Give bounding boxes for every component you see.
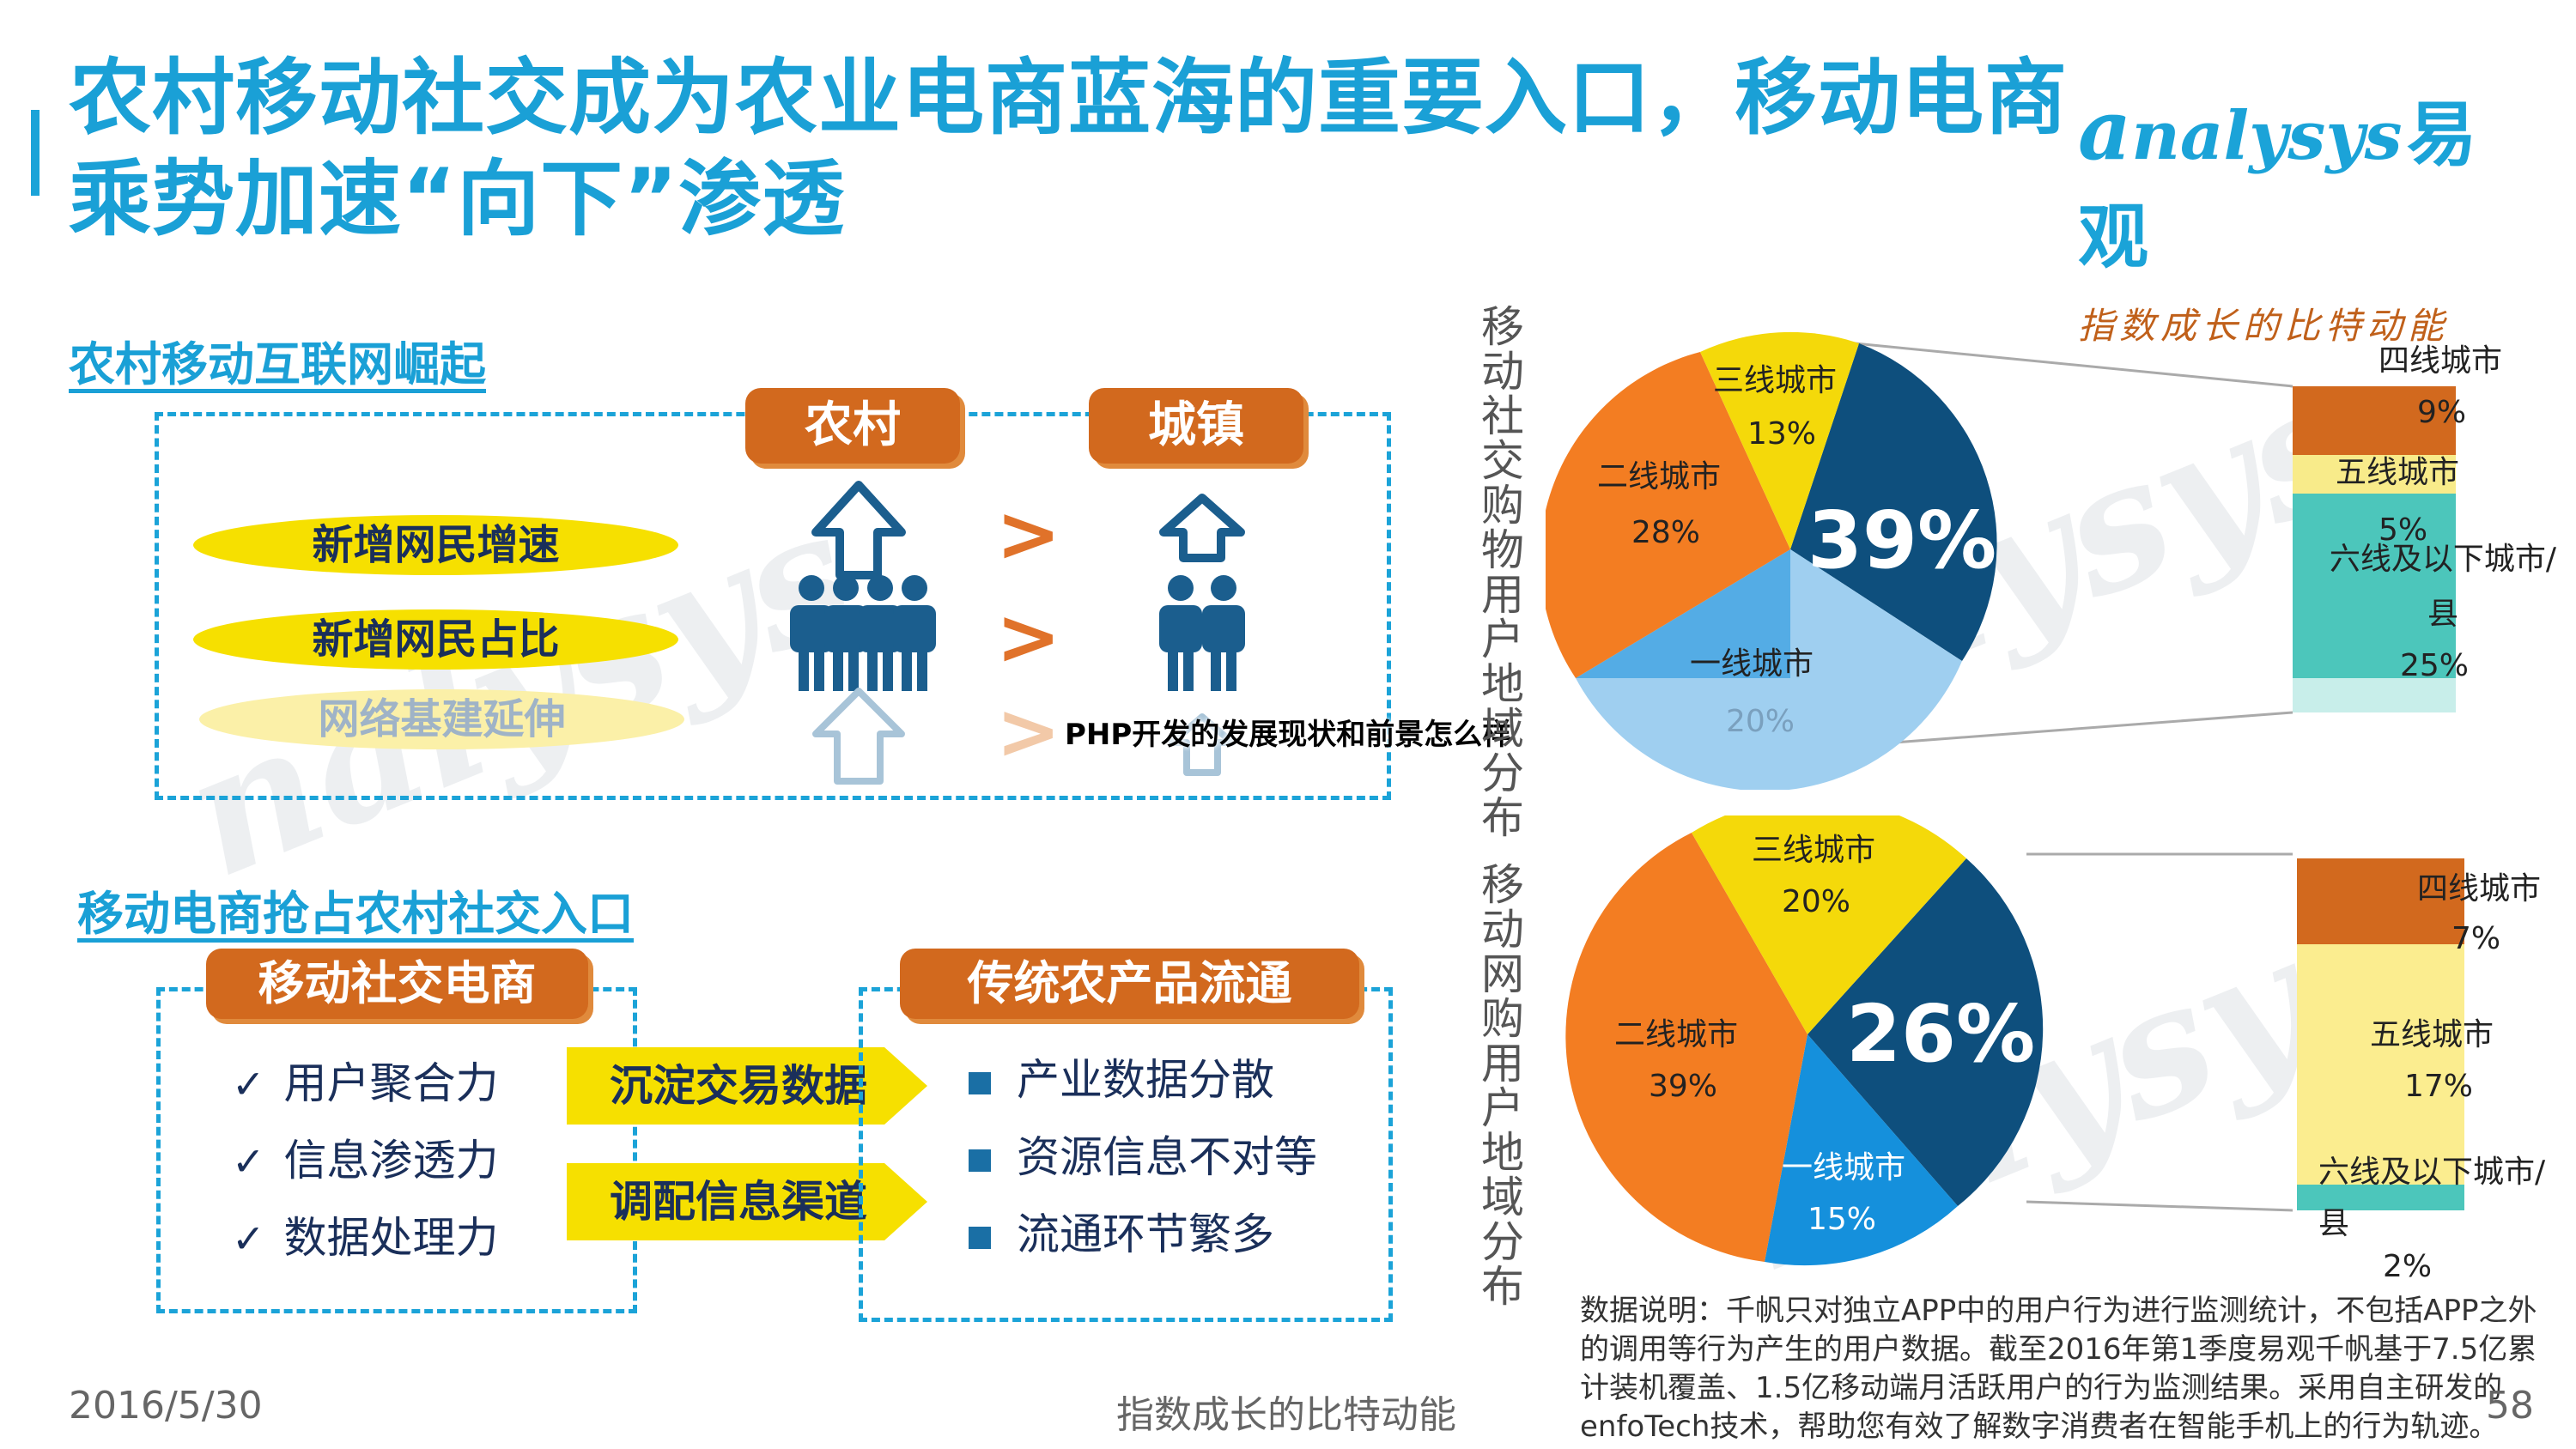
slice-label-tier1-value: 15% bbox=[1807, 1202, 1877, 1237]
breakdown-bar-tier5 bbox=[2293, 455, 2456, 494]
overlay-caption: PHP开发的发展现状和前景怎么样 bbox=[1065, 718, 1512, 752]
breakdown-label-tier4-name: 四线城市 bbox=[2379, 343, 2503, 379]
pie-slice-tier3 bbox=[1700, 331, 1859, 549]
flow-arrows bbox=[567, 1047, 927, 1240]
check-icon: ✓ bbox=[232, 1061, 265, 1107]
bullet-square-icon bbox=[969, 1071, 991, 1094]
pie-slice-tier1-dark bbox=[1790, 343, 1997, 661]
data-note: 数据说明：千帆只对独立APP中的用户行为进行监测统计，不包括APP之外的调用等行… bbox=[1580, 1294, 2537, 1444]
list-item: ✓ 数据处理力 bbox=[232, 1213, 499, 1263]
up-arrow-faded-icon bbox=[1169, 713, 1236, 776]
breakdown-label-tier6-name: 六线及以下城市/县 bbox=[2329, 542, 2557, 632]
check-icon: ✓ bbox=[232, 1138, 265, 1185]
arrow-shape bbox=[567, 1163, 927, 1240]
list-item: 产业数据分散 bbox=[969, 1046, 1274, 1107]
slice-label-tier1-big: 39% bbox=[1807, 494, 1997, 586]
breakdown-label-tier6-value: 25% bbox=[2400, 648, 2470, 683]
breakdown-label-tier4-name: 四线城市 bbox=[2417, 871, 2542, 906]
slice-label-tier3-name: 三线城市 bbox=[1713, 363, 1838, 398]
section2-heading: 移动电商抢占农村社交入口 bbox=[77, 887, 634, 941]
arrow-shape bbox=[567, 1047, 927, 1125]
footer-date: 2016/5/30 bbox=[69, 1384, 263, 1428]
breakdown-bar-tier4 bbox=[2297, 858, 2464, 944]
arrow-label-info-channel: 调配信息渠道 bbox=[610, 1177, 867, 1227]
slice-label-tier2-value: 39% bbox=[1649, 1069, 1718, 1104]
social-commerce-label: 移动社交电商 bbox=[206, 949, 588, 1019]
breakdown-bar-tier4 bbox=[2293, 386, 2456, 455]
title-accent-bar bbox=[31, 110, 39, 196]
greater-than-symbol: > bbox=[996, 687, 1061, 777]
bullet-square-icon bbox=[969, 1149, 991, 1172]
breakdown-label-tier6-value: 2% bbox=[2383, 1249, 2433, 1284]
row-new-user-growth: 新增网民增速 bbox=[193, 515, 678, 575]
chart2-vertical-title: 移动网购用户地域分布 bbox=[1481, 860, 1524, 1312]
breakdown-bar-rest bbox=[2293, 678, 2456, 712]
up-arrow-icon bbox=[811, 481, 906, 579]
pie-slice-tier2 bbox=[1565, 833, 1807, 1262]
slice-label-tier3-name: 三线城市 bbox=[1752, 833, 1876, 868]
connector-line bbox=[1854, 342, 2293, 388]
breakdown-label-tier4-value: 9% bbox=[2417, 395, 2467, 430]
rural-label: 农村 bbox=[745, 388, 960, 464]
up-arrow-icon bbox=[1159, 494, 1245, 562]
pie-slice-tier3 bbox=[1692, 815, 1966, 1034]
pie-chart-social-shopping bbox=[1546, 331, 2456, 790]
list-item: ✓ 信息渗透力 bbox=[232, 1136, 499, 1185]
row-network-infra: 网络基建延伸 bbox=[199, 689, 684, 749]
connector-line bbox=[1837, 711, 2293, 749]
people-pair-icon bbox=[1159, 575, 1245, 691]
rural-growth-icons bbox=[790, 481, 936, 785]
section1-heading: 农村移动互联网崛起 bbox=[69, 337, 486, 391]
arrow-label-trade-data: 沉淀交易数据 bbox=[610, 1061, 867, 1111]
breakdown-label-tier5-value: 5% bbox=[2379, 512, 2428, 548]
logo-cn: 易观 bbox=[2078, 94, 2477, 278]
people-group-icon bbox=[790, 575, 936, 691]
page-number: 58 bbox=[2486, 1384, 2534, 1428]
logo-slogan: 指数成长的比特动能 bbox=[2078, 305, 2450, 347]
slice-label-tier3-value: 20% bbox=[1782, 884, 1851, 919]
list-item: 流通环节繁多 bbox=[969, 1200, 1274, 1262]
list-item: 资源信息不对等 bbox=[969, 1123, 1317, 1185]
slice-label-tier2-name: 二线城市 bbox=[1597, 459, 1722, 494]
pie-slice-tier1-dark bbox=[1807, 858, 2044, 1206]
town-label: 城镇 bbox=[1089, 388, 1303, 464]
logo-wordmark: analysys bbox=[2078, 82, 2403, 179]
slice-label-tier1-name: 一线城市 bbox=[1690, 646, 1814, 682]
list-item: ✓ 用户聚合力 bbox=[232, 1058, 499, 1108]
breakdown-label-tier4-value: 7% bbox=[2451, 921, 2501, 956]
greater-than-symbol: > bbox=[996, 489, 1061, 579]
page-title: 农村移动社交成为农业电商蓝海的重要入口，移动电商乘势加速“向下”渗透 bbox=[69, 50, 2068, 247]
breakdown-bar-tier5 bbox=[2297, 944, 2464, 1185]
pie-slice-tier2 bbox=[1546, 352, 1790, 678]
pie-slice-tier1 bbox=[1765, 1034, 1958, 1266]
brand-logo: analysys 易观 指数成长的比特动能 bbox=[2078, 77, 2542, 347]
breakdown-label-tier5-name: 五线城市 bbox=[2370, 1017, 2494, 1052]
bullet-square-icon bbox=[969, 1226, 991, 1249]
breakdown-label-tier5-value: 17% bbox=[2404, 1069, 2474, 1104]
chart1-vertical-title: 移动社交购物用户地域分布 bbox=[1481, 302, 1524, 843]
check-icon: ✓ bbox=[232, 1216, 265, 1262]
greater-than-symbol: > bbox=[996, 592, 1061, 682]
breakdown-bar-tier6 bbox=[2297, 1185, 2464, 1210]
slice-label-tier2-value: 28% bbox=[1631, 515, 1701, 550]
slice-label-tier1-big: 26% bbox=[1846, 988, 2036, 1080]
connector-line bbox=[2026, 1200, 2293, 1212]
up-arrow-faded-icon bbox=[812, 688, 905, 785]
row-new-user-share: 新增网民占比 bbox=[193, 609, 678, 670]
traditional-circulation-label: 传统农产品流通 bbox=[900, 949, 1359, 1019]
slice-label-tier3-value: 13% bbox=[1747, 416, 1817, 452]
pie-chart-online-shopping bbox=[1565, 815, 2464, 1266]
breakdown-label-tier5-name: 五线城市 bbox=[2336, 455, 2460, 490]
slice-label-tier1-name: 一线城市 bbox=[1782, 1150, 1906, 1185]
slice-label-tier1-value: 20% bbox=[1726, 704, 1795, 739]
town-growth-icons bbox=[1159, 494, 1245, 776]
breakdown-label-tier6-name: 六线及以下城市/县 bbox=[2318, 1155, 2546, 1241]
slice-label-tier2-name: 二线城市 bbox=[1614, 1017, 1739, 1052]
footer-slogan: 指数成长的比特动能 bbox=[1116, 1393, 1456, 1437]
breakdown-bar-tier6 bbox=[2293, 494, 2456, 712]
